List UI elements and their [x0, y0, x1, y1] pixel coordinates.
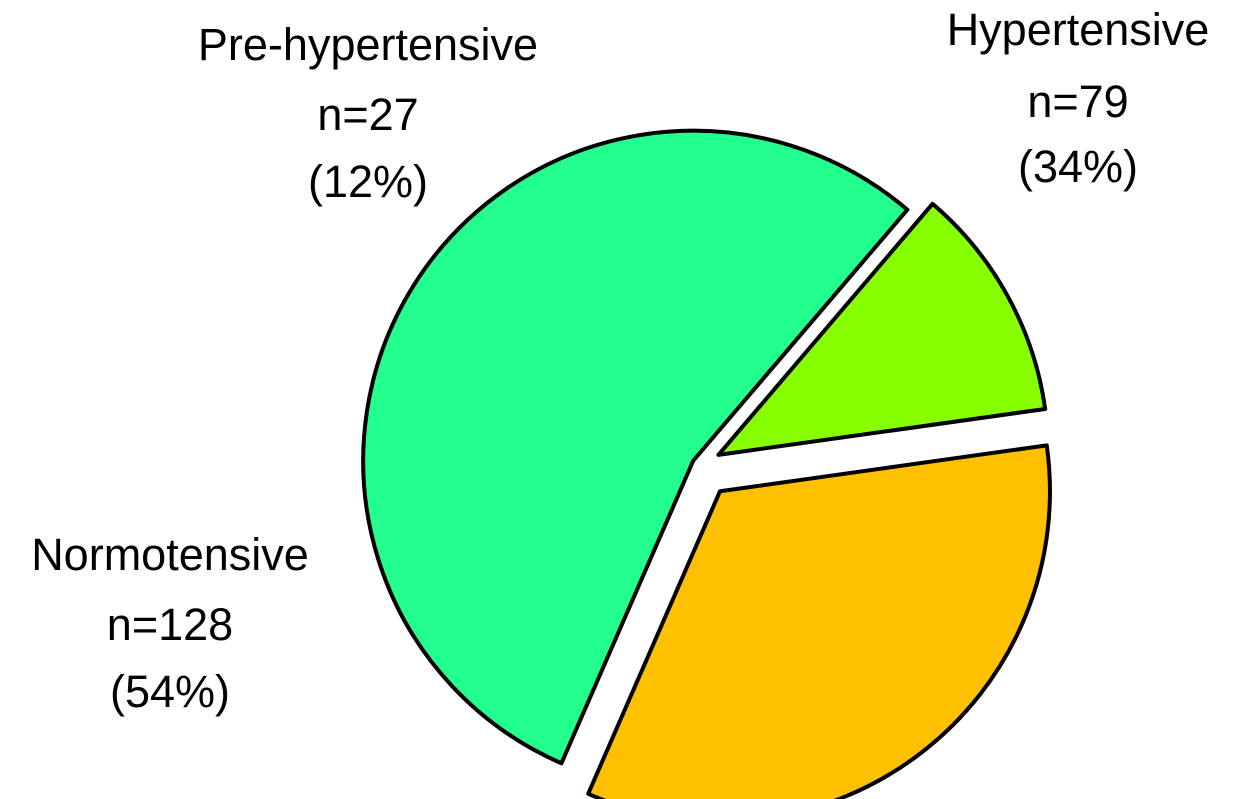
pie-slices	[361, 128, 1052, 799]
label-hypertensive-pct: (34%)	[1018, 141, 1138, 192]
pie-slice-pre-hypertensive	[716, 201, 1048, 457]
label-pre-hypertensive-pct: (12%)	[308, 156, 428, 207]
label-normotensive-pct: (54%)	[110, 666, 230, 717]
label-pre-hypertensive-n: n=27	[317, 89, 418, 140]
label-normotensive: Normotensive n=128 (54%)	[31, 529, 309, 717]
label-normotensive-name: Normotensive	[31, 529, 309, 580]
label-pre-hypertensive-name: Pre-hypertensive	[198, 19, 538, 70]
label-pre-hypertensive: Pre-hypertensive n=27 (12%)	[198, 19, 538, 207]
label-hypertensive: Hypertensive n=79 (34%)	[947, 4, 1210, 192]
pie-slice-hypertensive	[586, 443, 1052, 799]
label-hypertensive-name: Hypertensive	[947, 4, 1210, 55]
label-normotensive-n: n=128	[107, 599, 233, 650]
label-hypertensive-n: n=79	[1027, 76, 1128, 127]
pie-slice-normotensive	[361, 128, 910, 766]
